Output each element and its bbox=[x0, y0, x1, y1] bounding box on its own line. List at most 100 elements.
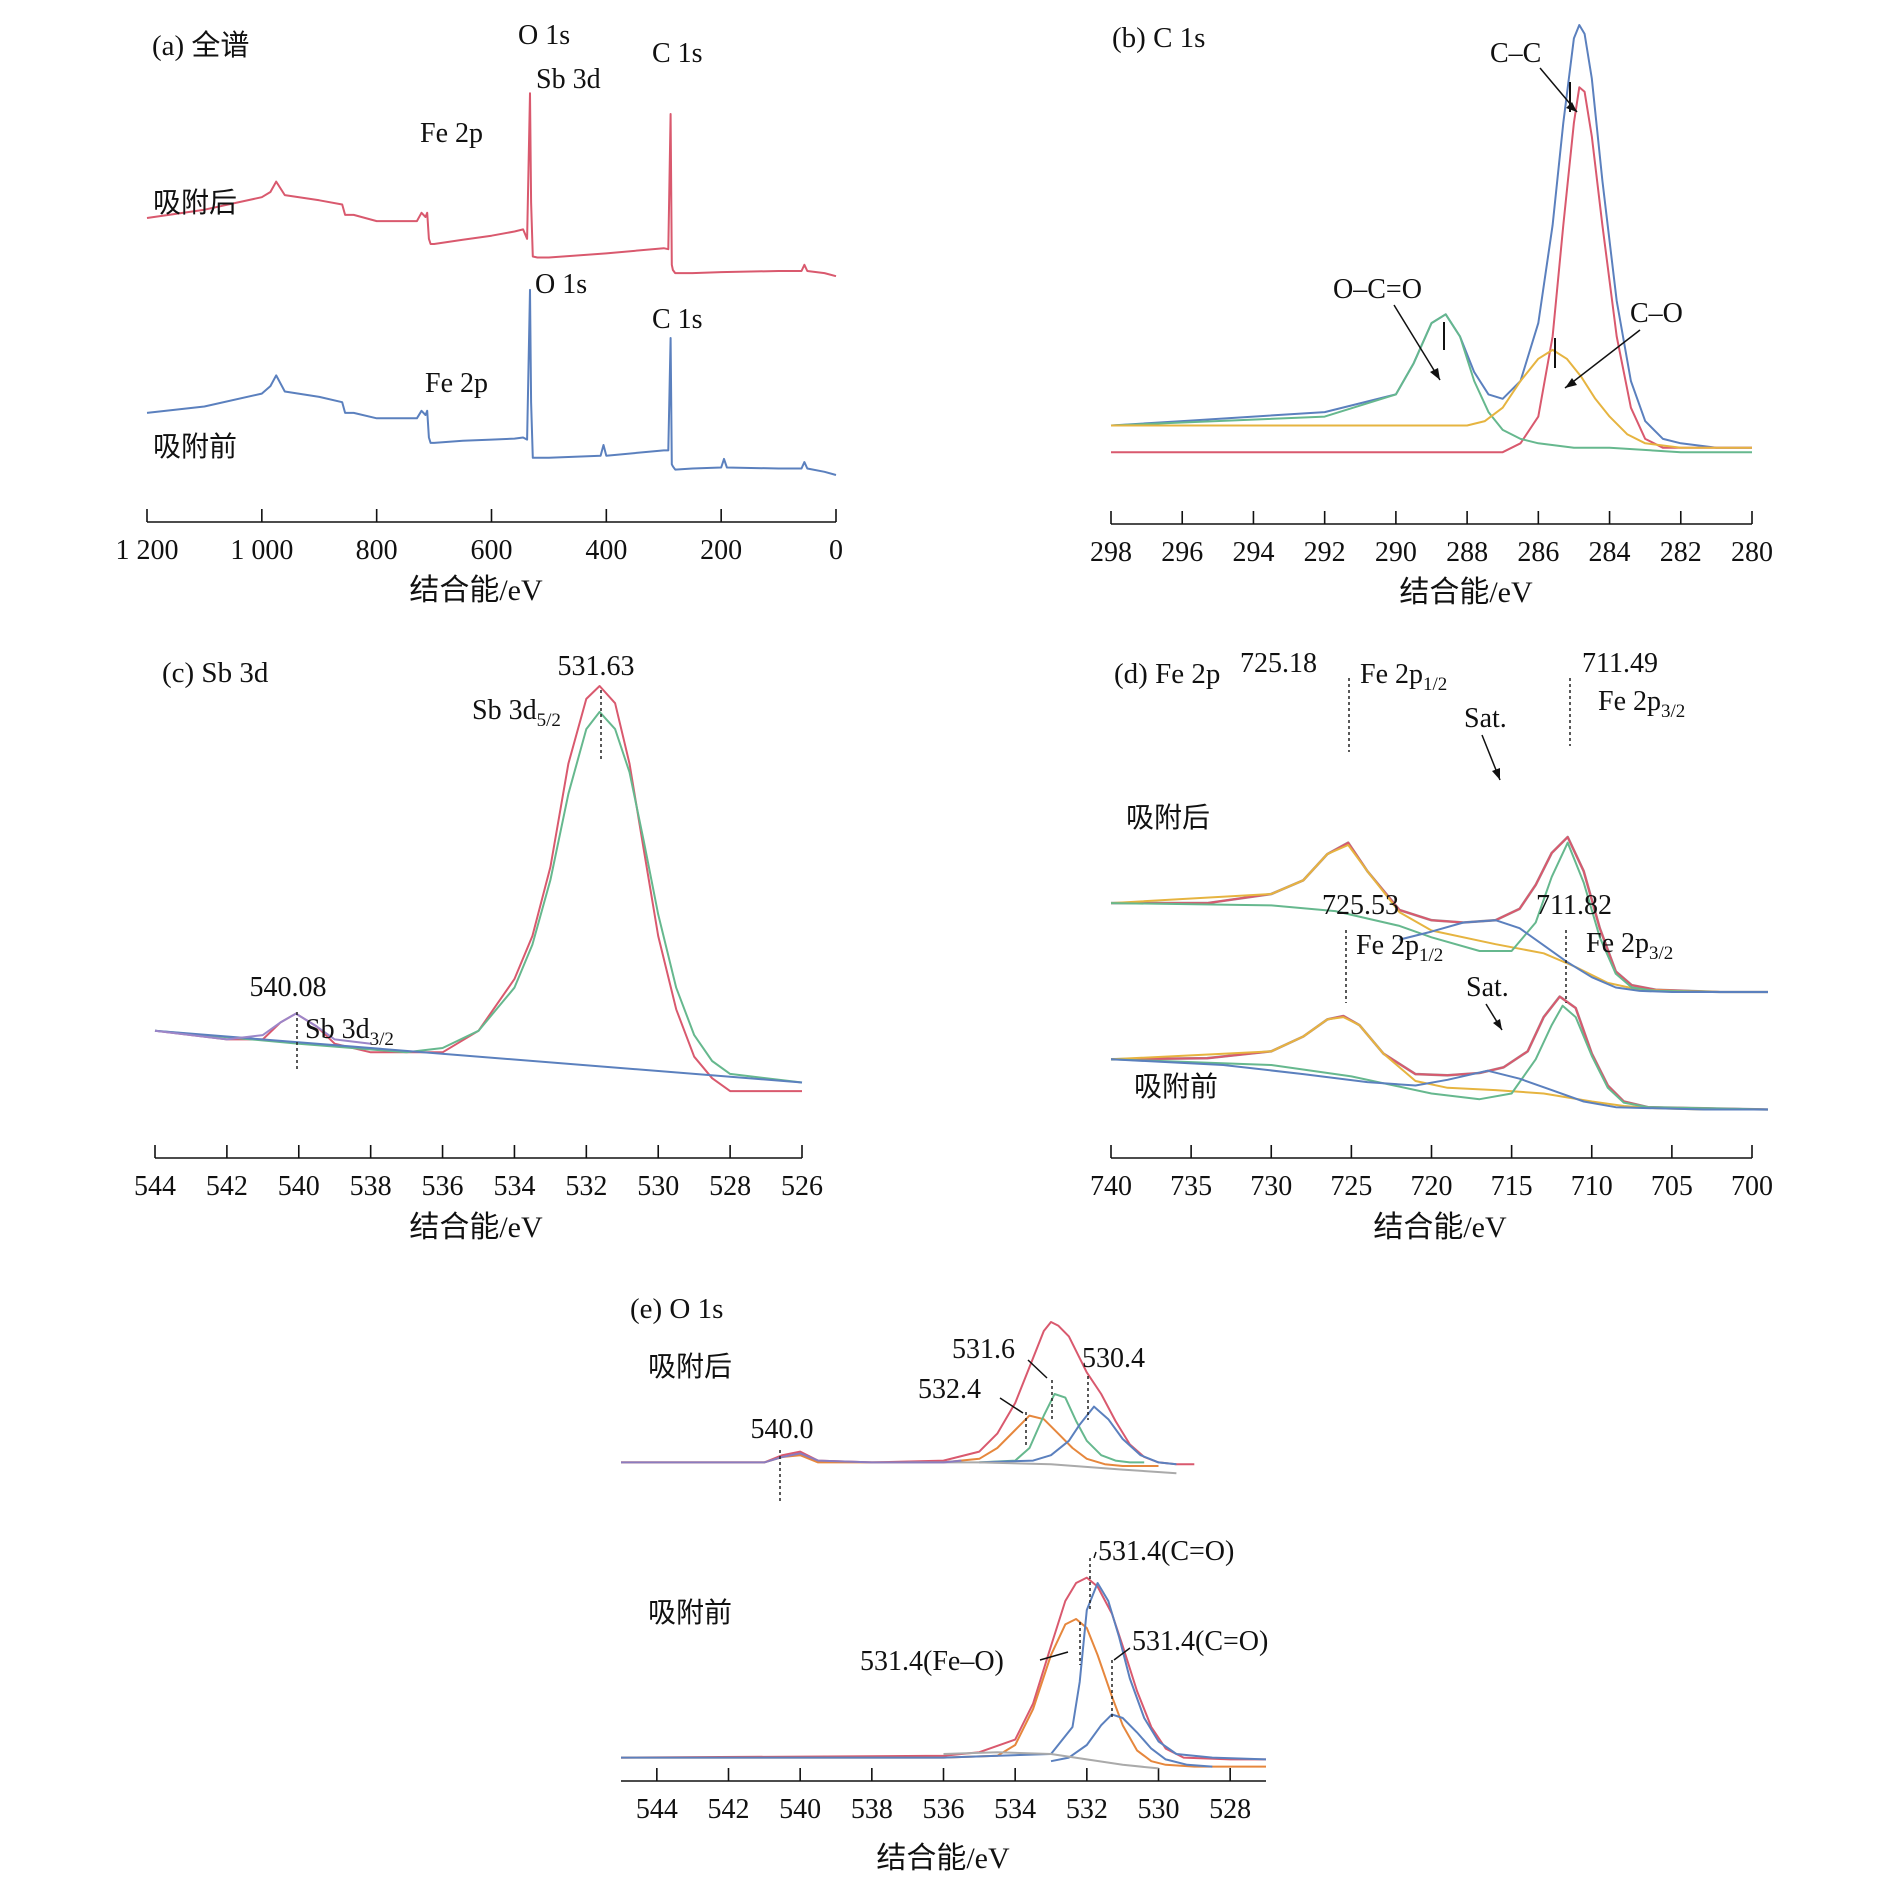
panel-b-ocdo-arrowhead bbox=[1430, 368, 1440, 380]
panel-a-before-o1s-label: O 1s bbox=[535, 269, 587, 300]
panel-d-before-sat-arrowhead bbox=[1493, 1019, 1502, 1030]
panel-b-co-label: C–O bbox=[1630, 298, 1683, 329]
panel-b-x-tick-label: 292 bbox=[1304, 537, 1346, 568]
panel-e-before-envelope-line bbox=[620, 1576, 1266, 1761]
panel-d-after-fe2p12-label: Fe 2p1/2 bbox=[1360, 659, 1447, 695]
panel-e-before-co-bottom-label: 531.4(C=O) bbox=[1132, 1626, 1268, 1657]
panel-c-x-tick-label: 542 bbox=[206, 1171, 248, 1202]
panel-c-sb3d52-fit-line bbox=[154, 710, 803, 1084]
panel-e-before-baseline bbox=[943, 1751, 1159, 1770]
panel-b-ocdo-component-line bbox=[1110, 313, 1752, 454]
panel-e-before-legend: 吸附前 bbox=[648, 1597, 732, 1629]
panel-d-x-tick-label: 730 bbox=[1250, 1171, 1292, 1202]
panel-e-after-component-5316-line bbox=[979, 1393, 1145, 1464]
panel-d-x-tick-label: 705 bbox=[1651, 1171, 1693, 1202]
panel-a-before-c1s-label: C 1s bbox=[652, 304, 703, 335]
panel-e-x-tick-label: 528 bbox=[1209, 1794, 1251, 1825]
panel-a-x-tick-label: 0 bbox=[829, 535, 843, 566]
panel-e-before-feo-component-line bbox=[621, 1618, 1266, 1768]
panel-e-x-tick-label: 534 bbox=[994, 1794, 1036, 1825]
panel-d-after-raw-data-line bbox=[1111, 835, 1768, 994]
panel-d-before-7255-label: 725.53 bbox=[1322, 890, 1399, 921]
panel-c-small-peak-value-label: 540.08 bbox=[250, 972, 327, 1003]
panel-c-sb3d: (c) Sb 3d 544 542 540 538 536 534 532 530 528 526… bbox=[134, 651, 823, 1244]
panel-d-x-tick-label: 710 bbox=[1571, 1171, 1613, 1202]
panel-d-x-tick-label: 740 bbox=[1090, 1171, 1132, 1202]
panel-d-before-sat-label: Sat. bbox=[1466, 972, 1509, 1003]
panel-a-before-fe2p-label: Fe 2p bbox=[425, 368, 488, 399]
panel-b-cc-component-line bbox=[1111, 86, 1752, 454]
panel-d-after-fe2p32-component-line bbox=[1110, 841, 1768, 993]
panel-b-co-arrow bbox=[1564, 329, 1641, 389]
panel-e-after-5316-leader bbox=[1027, 1359, 1048, 1379]
panel-a-survey: (a) 全谱 1 200 1 000 800 600 400 200 0 Fe 2p O 1… bbox=[116, 20, 844, 607]
panel-d-before-fe2p32-component-line bbox=[1110, 1004, 1769, 1111]
panel-e-before-feo-leader bbox=[1039, 1651, 1069, 1661]
panel-a-x-tick-label: 1 000 bbox=[230, 535, 293, 566]
panel-d-after-sat-label: Sat. bbox=[1464, 703, 1507, 734]
panel-a-after-legend: 吸附后 bbox=[153, 187, 237, 219]
panel-d-after-7114-label: 711.49 bbox=[1582, 648, 1658, 679]
panel-e-x-tick-label: 536 bbox=[923, 1794, 965, 1825]
panel-e-xlabel: 结合能/eV bbox=[876, 1842, 1010, 1875]
panel-b-ocdo-arrow bbox=[1393, 304, 1441, 381]
panel-e-before-feo-label: 531.4(Fe–O) bbox=[860, 1646, 1004, 1677]
panel-e-after-5324-leader bbox=[999, 1397, 1024, 1414]
panel-d-after-legend: 吸附后 bbox=[1126, 802, 1210, 834]
panel-e-title: (e) O 1s bbox=[630, 1293, 723, 1325]
panel-a-title: (a) 全谱 bbox=[152, 29, 249, 62]
panel-e-x-tick-label: 532 bbox=[1066, 1794, 1108, 1825]
panel-d-after-satellite-component-line bbox=[1399, 919, 1768, 993]
panel-e-after-raw-data-line bbox=[621, 1452, 962, 1464]
panel-e-before-co-top-leader bbox=[1093, 1551, 1097, 1559]
panel-e-x-tick-label: 530 bbox=[1138, 1794, 1180, 1825]
panel-e-after-5316-label: 531.6 bbox=[952, 1334, 1015, 1365]
panel-c-x-tick-label: 526 bbox=[781, 1171, 823, 1202]
panel-c-x-tick-label: 528 bbox=[709, 1171, 751, 1202]
panel-d-before-legend: 吸附前 bbox=[1134, 1071, 1218, 1103]
panel-d-fe2p: (d) Fe 2p 740 735 730 725 720 715 710 705 700 72… bbox=[1090, 648, 1773, 1244]
panel-c-x-tick-label: 540 bbox=[278, 1171, 320, 1202]
panel-e-x-tick-label: 540 bbox=[779, 1794, 821, 1825]
panel-c-x-tick-label: 534 bbox=[493, 1171, 535, 1202]
panel-a-x-tick-label: 1 200 bbox=[116, 535, 179, 566]
panel-d-x-tick-label: 715 bbox=[1491, 1171, 1533, 1202]
panel-d-x-tick-label: 700 bbox=[1731, 1171, 1773, 1202]
panel-e-after-5324-label: 532.4 bbox=[918, 1374, 981, 1405]
panel-c-sb3d32-fit-line bbox=[154, 1012, 371, 1045]
panel-c-x-tick-label: 530 bbox=[637, 1171, 679, 1202]
panel-b-cc-arrowhead bbox=[1566, 102, 1577, 112]
panel-c-x-tick-label: 532 bbox=[565, 1171, 607, 1202]
panel-a-after-o1s-label: O 1s bbox=[518, 20, 570, 51]
panel-b-x-tick-label: 298 bbox=[1090, 537, 1132, 568]
panel-c-x-tick-label: 538 bbox=[350, 1171, 392, 1202]
panel-e-x-tick-label: 544 bbox=[636, 1794, 678, 1825]
panel-a-plot-area: 1 200 1 000 800 600 400 200 0 bbox=[116, 92, 843, 566]
panel-b-x-tick-label: 288 bbox=[1446, 537, 1488, 568]
panel-c-sb3d32-label: Sb 3d3/2 bbox=[305, 1014, 394, 1050]
panel-b-ocdo-label: O–C=O bbox=[1333, 274, 1422, 305]
panel-b-x-tick-label: 282 bbox=[1660, 537, 1702, 568]
panel-d-before-satellite-component-line bbox=[1110, 1058, 1768, 1111]
panel-e-after-540-label: 540.0 bbox=[751, 1414, 814, 1445]
panel-c-xlabel: 结合能/eV bbox=[409, 1211, 543, 1244]
panel-c-x-tick-label: 544 bbox=[134, 1171, 176, 1202]
panel-b-plot-area: 298 296 294 292 290 288 286 284 282 280 bbox=[1090, 24, 1773, 568]
panel-e-o1s: (e) O 1s 544 542 540 538 536 534 532 530 528 吸附后… bbox=[620, 1293, 1268, 1875]
panel-a-before-legend: 吸附前 bbox=[153, 431, 237, 463]
panel-c-x-tick-label: 536 bbox=[422, 1171, 464, 1202]
panel-e-x-tick-label: 542 bbox=[708, 1794, 750, 1825]
panel-a-x-tick-label: 200 bbox=[700, 535, 742, 566]
panel-d-before-fe2p12-label: Fe 2p1/2 bbox=[1356, 930, 1443, 966]
panel-a-series-before-line bbox=[146, 288, 837, 476]
panel-e-before-co-component-secondary-line bbox=[1050, 1713, 1213, 1768]
panel-b-co-component-line bbox=[1111, 348, 1752, 449]
panel-b-x-tick-label: 280 bbox=[1731, 537, 1773, 568]
panel-a-after-fe2p-label: Fe 2p bbox=[420, 118, 483, 149]
panel-d-after-7251-label: 725.18 bbox=[1240, 648, 1317, 679]
panel-d-after-envelope-line bbox=[1111, 836, 1768, 993]
panel-b-co-arrowhead bbox=[1565, 378, 1577, 388]
panel-d-plot-area: 740 735 730 725 720 715 710 705 700 bbox=[1090, 835, 1773, 1202]
panel-a-x-tick-label: 600 bbox=[471, 535, 513, 566]
